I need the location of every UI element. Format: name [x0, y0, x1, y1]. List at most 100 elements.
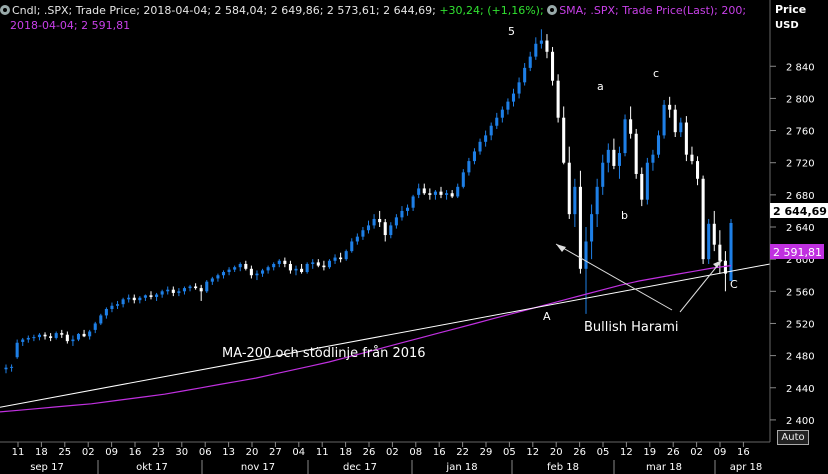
candle-body	[149, 295, 153, 297]
candle-body	[679, 122, 683, 133]
candle-body	[333, 257, 337, 261]
candle-series-icon[interactable]	[0, 5, 10, 15]
candle-body	[233, 267, 237, 270]
time-tick-label: 12	[620, 447, 633, 458]
candle-body	[361, 230, 365, 237]
price-tick-label: 2 640	[786, 223, 815, 234]
price-tick-label: 2 520	[786, 319, 815, 330]
wave-a-label: a	[597, 80, 604, 93]
price-tick-label: 2 720	[786, 159, 815, 170]
candle-body	[121, 299, 125, 305]
harami-arrowhead-C	[713, 260, 722, 268]
candle-body	[707, 223, 711, 260]
candle-body	[389, 225, 393, 236]
price-tick-label: 2 440	[786, 384, 815, 395]
sma-price-tag: 2 591,81	[770, 244, 824, 259]
price-tick-label: 2 560	[786, 287, 815, 298]
candle-body	[188, 286, 192, 289]
chart-header: Cndl; .SPX; Trade Price; 2018-04-04; 2 5…	[0, 0, 770, 36]
candle-body	[584, 241, 588, 269]
candle-body	[26, 337, 30, 340]
sma-series-icon[interactable]	[547, 5, 558, 15]
wave-5-label: 5	[508, 25, 515, 38]
candle-body	[138, 297, 142, 301]
time-tick-label: 18	[339, 447, 352, 458]
time-month-label: jan 18	[445, 462, 477, 473]
price-axis-ticks: 2 400 2 440 2 480 2 520 2 560 2 600 2 640 2 680…	[770, 62, 815, 427]
wave-c-label: c	[653, 67, 659, 80]
candle-body	[166, 289, 170, 292]
candle-body	[205, 281, 209, 292]
candle-body	[539, 40, 543, 44]
time-tick-label: 18	[35, 447, 48, 458]
candle-body	[623, 119, 627, 154]
time-tick-label: 11	[316, 447, 329, 458]
candle-date: 2018-04-04;	[143, 4, 212, 17]
time-tick-label: 02	[690, 447, 703, 458]
candle-body	[143, 295, 147, 298]
time-month-label: apr 18	[730, 462, 763, 473]
price-tick-label: 2 800	[786, 94, 815, 105]
price-tick-label: 2 760	[786, 127, 815, 138]
candle-body	[729, 222, 733, 281]
candle-series-label: Cndl; .SPX; Trade Price;	[12, 4, 140, 17]
time-month-label: dec 17	[343, 462, 377, 473]
candle-body	[327, 260, 331, 268]
candle-body	[656, 135, 661, 155]
candle-body	[612, 149, 616, 166]
candle-body	[662, 104, 666, 136]
wave-b-label: b	[621, 209, 628, 222]
overlay-lines	[0, 263, 771, 413]
harami-arrow-A	[555, 243, 673, 311]
candle-body	[461, 172, 465, 187]
candle-body	[478, 141, 482, 152]
ma200-support-label: MA-200 och stödlinje från 2016	[222, 346, 426, 361]
candle-body	[32, 337, 36, 339]
candle-body	[93, 323, 97, 330]
candle-body	[71, 339, 75, 342]
time-tick-label: 29	[480, 447, 493, 458]
candle-body	[238, 263, 242, 268]
candle-body	[640, 173, 644, 200]
candle-body	[406, 207, 410, 211]
candle-body	[132, 297, 136, 301]
candle-body	[4, 367, 8, 370]
candle-body	[489, 125, 493, 136]
time-tick-label: 02	[386, 447, 399, 458]
auto-scale-button[interactable]: Auto	[777, 430, 809, 445]
time-tick-label: 16	[129, 447, 142, 458]
time-tick-label: 26	[667, 447, 680, 458]
candle-body	[673, 109, 677, 133]
time-tick-label: 09	[105, 447, 118, 458]
candle-body	[288, 263, 292, 271]
candle-body	[629, 119, 633, 134]
candle-body	[316, 262, 320, 266]
time-axis-months: sep 17 okt 17 nov 17 dec 17 jan 18 feb 18 mar …	[30, 460, 762, 474]
candle-body	[545, 40, 549, 52]
time-tick-label: 09	[714, 447, 727, 458]
candle-body	[701, 178, 705, 260]
candle-body	[171, 289, 175, 293]
candle-body	[76, 333, 81, 340]
candle-body	[127, 297, 131, 300]
candle-body	[472, 151, 476, 162]
sma-price-value: 2 591,81	[773, 246, 822, 259]
candles-layer	[4, 29, 733, 374]
candle-body	[88, 331, 92, 337]
time-tick-label: 27	[269, 447, 282, 458]
price-axis-title: Price	[775, 3, 806, 16]
last-price-tag: 2 644,69	[770, 203, 828, 218]
candle-body	[456, 186, 460, 197]
candle-body	[506, 101, 510, 110]
candle-body	[439, 191, 443, 195]
candle-body	[244, 263, 248, 269]
candle-body	[467, 161, 471, 173]
candle-body	[261, 270, 265, 274]
candle-body	[400, 210, 404, 218]
candle-body	[417, 188, 421, 195]
time-tick-label: 05	[503, 447, 516, 458]
candle-body	[49, 336, 53, 338]
candle-body	[428, 193, 432, 195]
time-tick-label: 13	[222, 447, 235, 458]
